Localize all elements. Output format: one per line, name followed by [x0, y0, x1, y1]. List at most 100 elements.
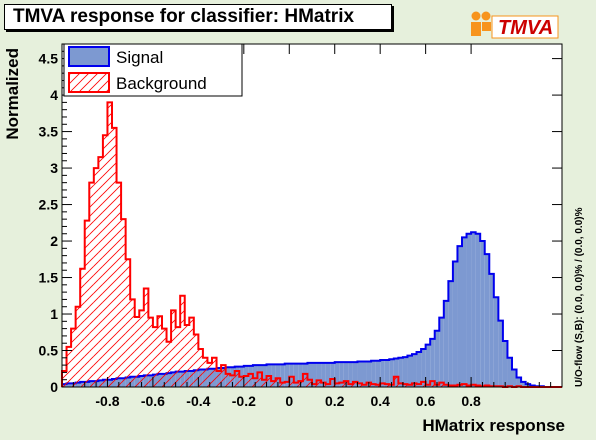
bin-signal: [284, 363, 290, 387]
y-tick-label: 1.5: [39, 270, 59, 286]
bin-background: [66, 346, 72, 387]
bin-signal: [475, 233, 481, 387]
bin-background: [116, 182, 122, 387]
x-tick-label: 0.8: [461, 393, 481, 409]
bin-background: [134, 316, 140, 387]
bin-signal: [252, 365, 258, 387]
bin-signal: [430, 338, 435, 387]
bin-signal: [471, 232, 476, 387]
x-tick-label: 0.6: [416, 393, 436, 409]
bin-background: [352, 381, 358, 387]
x-tick-label: -0.8: [95, 393, 119, 409]
bin-signal: [384, 359, 390, 387]
y-tick-label: 3.5: [39, 124, 59, 140]
bin-background: [312, 384, 317, 387]
bin-background: [102, 135, 108, 387]
bin-background: [157, 316, 162, 387]
bin-background: [148, 317, 153, 387]
bin-signal: [448, 281, 453, 387]
bin-signal: [357, 361, 362, 387]
bin-background: [80, 268, 85, 387]
bin-background: [130, 299, 135, 387]
bin-signal: [312, 362, 317, 387]
bin-background: [152, 327, 158, 387]
overflow-note: U/O-flow (S,B): (0.0, 0.0)% / (0.0, 0.0)…: [574, 207, 585, 387]
bin-background: [221, 365, 226, 387]
bin-signal: [375, 360, 381, 387]
x-tick-label: 0.4: [370, 393, 390, 409]
bin-signal: [407, 355, 412, 387]
bin-background: [380, 383, 385, 387]
bin-background: [425, 384, 431, 387]
chart-title: TMVA response for classifier: HMatrix: [4, 4, 392, 30]
bin-signal: [434, 330, 440, 387]
bin-background: [266, 376, 272, 387]
bin-signal: [443, 300, 449, 387]
bin-signal: [298, 363, 303, 387]
bin-background: [162, 328, 167, 387]
bin-background: [193, 334, 199, 387]
bin-signal: [262, 365, 267, 387]
bin-background: [225, 373, 231, 387]
bin-signal: [425, 344, 431, 387]
y-tick-label: 2: [50, 233, 58, 249]
bin-signal: [321, 362, 326, 387]
tmva-logo: TMVA: [471, 11, 559, 39]
bin-signal: [307, 362, 312, 387]
bin-signal: [480, 241, 485, 387]
bin-background: [430, 381, 435, 387]
bin-background: [330, 378, 335, 387]
legend-background-label: Background: [116, 74, 207, 93]
bin-background: [184, 324, 190, 387]
bin-background: [216, 370, 222, 387]
bin-signal: [402, 357, 408, 387]
bin-background: [143, 288, 149, 387]
bin-background: [375, 384, 381, 387]
bin-signal: [466, 233, 472, 387]
bin-signal: [521, 381, 526, 387]
y-tick-label: 0.5: [39, 343, 59, 359]
svg-text:TMVA: TMVA: [498, 17, 553, 39]
bin-background: [180, 295, 185, 387]
bin-background: [439, 382, 444, 387]
bin-background: [198, 349, 203, 387]
bin-signal: [271, 364, 276, 387]
bin-background: [139, 310, 144, 387]
bin-signal: [389, 359, 394, 387]
bin-background: [89, 182, 94, 387]
bin-signal: [462, 237, 467, 387]
bin-background: [243, 376, 249, 387]
bin-background: [230, 375, 235, 387]
bin-background: [121, 219, 126, 387]
bin-background: [348, 384, 353, 387]
bin-background: [248, 373, 253, 387]
bin-background: [262, 379, 267, 387]
bin-background: [257, 372, 262, 387]
bin-signal: [352, 362, 358, 387]
bin-background: [325, 384, 331, 387]
bin-background: [171, 310, 176, 387]
legend: Signal Background: [63, 43, 243, 97]
bin-signal: [343, 362, 349, 387]
bin-signal: [398, 357, 403, 387]
outline-background: [61, 101, 562, 388]
x-tick-label: -0.2: [232, 393, 256, 409]
bin-background: [462, 384, 467, 387]
bin-background: [202, 357, 208, 387]
bin-signal: [275, 364, 281, 387]
legend-signal-swatch: [68, 46, 110, 67]
bin-signal: [325, 362, 331, 387]
bin-background: [384, 384, 390, 387]
bin-background: [189, 317, 194, 387]
bin-background: [407, 384, 412, 387]
bin-signal: [484, 254, 490, 387]
bin-background: [125, 259, 131, 387]
bin-background: [166, 341, 172, 387]
bin-signal: [512, 369, 517, 387]
bin-background: [398, 383, 403, 387]
x-tick-label: 0.2: [325, 393, 345, 409]
bin-signal: [507, 357, 512, 387]
bin-signal: [316, 362, 322, 387]
bin-background: [284, 381, 290, 387]
bin-signal: [452, 261, 458, 387]
